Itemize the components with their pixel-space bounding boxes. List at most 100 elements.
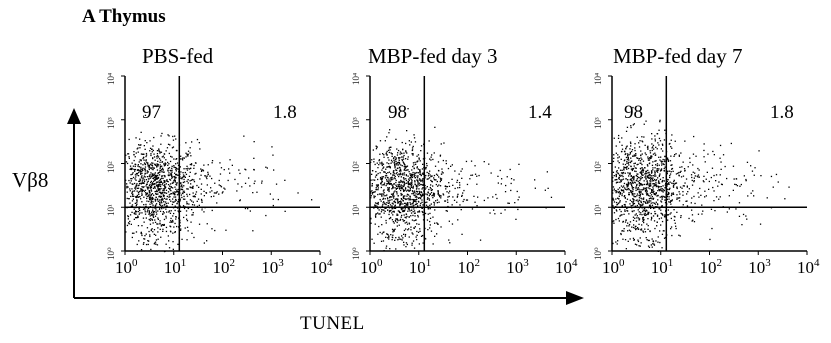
- data-point: [404, 222, 406, 224]
- data-point: [411, 190, 414, 192]
- data-point: [392, 210, 394, 213]
- data-point: [494, 213, 496, 215]
- data-point: [617, 173, 620, 175]
- data-point: [671, 193, 673, 195]
- data-point: [408, 171, 410, 173]
- data-point: [133, 153, 135, 156]
- data-point: [159, 185, 162, 188]
- data-point: [168, 196, 170, 198]
- data-point: [192, 192, 194, 194]
- data-point: [433, 152, 435, 154]
- y-tick-label: 10⁰: [351, 247, 361, 260]
- data-point: [163, 212, 165, 214]
- data-point: [397, 214, 399, 216]
- data-point: [697, 174, 700, 176]
- data-point: [190, 179, 193, 181]
- data-point: [387, 166, 389, 168]
- data-point: [671, 182, 673, 184]
- data-point: [650, 200, 652, 202]
- data-point: [622, 221, 624, 223]
- data-point: [670, 203, 672, 205]
- data-point: [650, 175, 653, 177]
- data-point: [374, 204, 376, 206]
- data-point: [388, 189, 390, 191]
- x-tick-label: 104: [310, 257, 333, 278]
- panel-title-mbp-fed-day-3: MBP-fed day 3: [368, 44, 498, 68]
- data-point: [640, 200, 642, 202]
- data-point: [613, 175, 615, 177]
- data-point: [189, 147, 191, 149]
- data-point: [421, 183, 423, 186]
- data-point: [639, 245, 641, 247]
- data-point: [616, 190, 618, 193]
- data-point: [679, 186, 682, 188]
- data-point: [203, 195, 205, 197]
- data-point: [643, 218, 645, 221]
- data-point: [144, 170, 146, 172]
- data-point: [144, 176, 146, 178]
- data-point: [620, 179, 622, 181]
- data-point: [659, 196, 661, 198]
- data-point: [151, 200, 153, 202]
- data-point: [126, 185, 128, 188]
- data-point: [160, 151, 163, 153]
- data-point: [375, 204, 377, 207]
- data-point: [183, 191, 186, 193]
- data-point: [172, 187, 174, 189]
- data-point: [715, 174, 718, 176]
- data-point: [695, 155, 697, 157]
- data-point: [142, 217, 145, 219]
- data-point: [189, 152, 191, 154]
- data-point: [147, 188, 149, 190]
- data-point: [403, 197, 405, 199]
- data-point: [159, 171, 161, 174]
- data-point: [647, 245, 650, 247]
- data-point: [175, 168, 178, 170]
- data-point: [659, 241, 661, 244]
- data-point: [148, 210, 150, 212]
- data-point: [167, 170, 169, 172]
- data-point: [401, 208, 403, 210]
- data-point: [191, 141, 193, 143]
- data-point: [656, 195, 658, 197]
- data-point: [438, 176, 440, 178]
- data-point: [649, 176, 651, 178]
- data-point: [387, 205, 389, 207]
- data-point: [671, 167, 674, 170]
- data-point: [653, 192, 655, 195]
- data-point: [720, 161, 722, 163]
- data-point: [653, 183, 656, 185]
- data-point: [191, 214, 193, 216]
- data-point: [126, 197, 128, 200]
- data-point: [702, 180, 704, 182]
- data-point: [138, 180, 140, 182]
- data-point: [140, 198, 142, 200]
- data-point: [400, 186, 403, 188]
- data-point: [198, 142, 200, 144]
- data-point: [414, 199, 416, 201]
- data-point: [177, 188, 179, 191]
- data-point: [402, 172, 404, 175]
- data-point: [445, 188, 447, 190]
- data-point: [377, 233, 379, 235]
- data-point: [147, 165, 149, 167]
- data-point: [664, 199, 666, 201]
- data-point: [174, 180, 176, 182]
- data-point: [420, 202, 422, 205]
- data-point: [638, 142, 640, 144]
- data-point: [199, 148, 201, 150]
- data-point: [510, 189, 512, 192]
- data-point: [145, 155, 147, 158]
- data-point: [149, 235, 151, 238]
- data-point: [621, 172, 623, 174]
- data-point: [726, 211, 728, 213]
- data-point: [382, 190, 385, 192]
- data-point: [439, 194, 441, 197]
- data-point: [144, 140, 146, 142]
- data-point: [663, 230, 665, 232]
- data-point: [661, 143, 664, 145]
- data-point: [621, 169, 623, 171]
- data-point: [158, 199, 160, 201]
- data-point: [155, 183, 157, 185]
- data-point: [637, 239, 639, 241]
